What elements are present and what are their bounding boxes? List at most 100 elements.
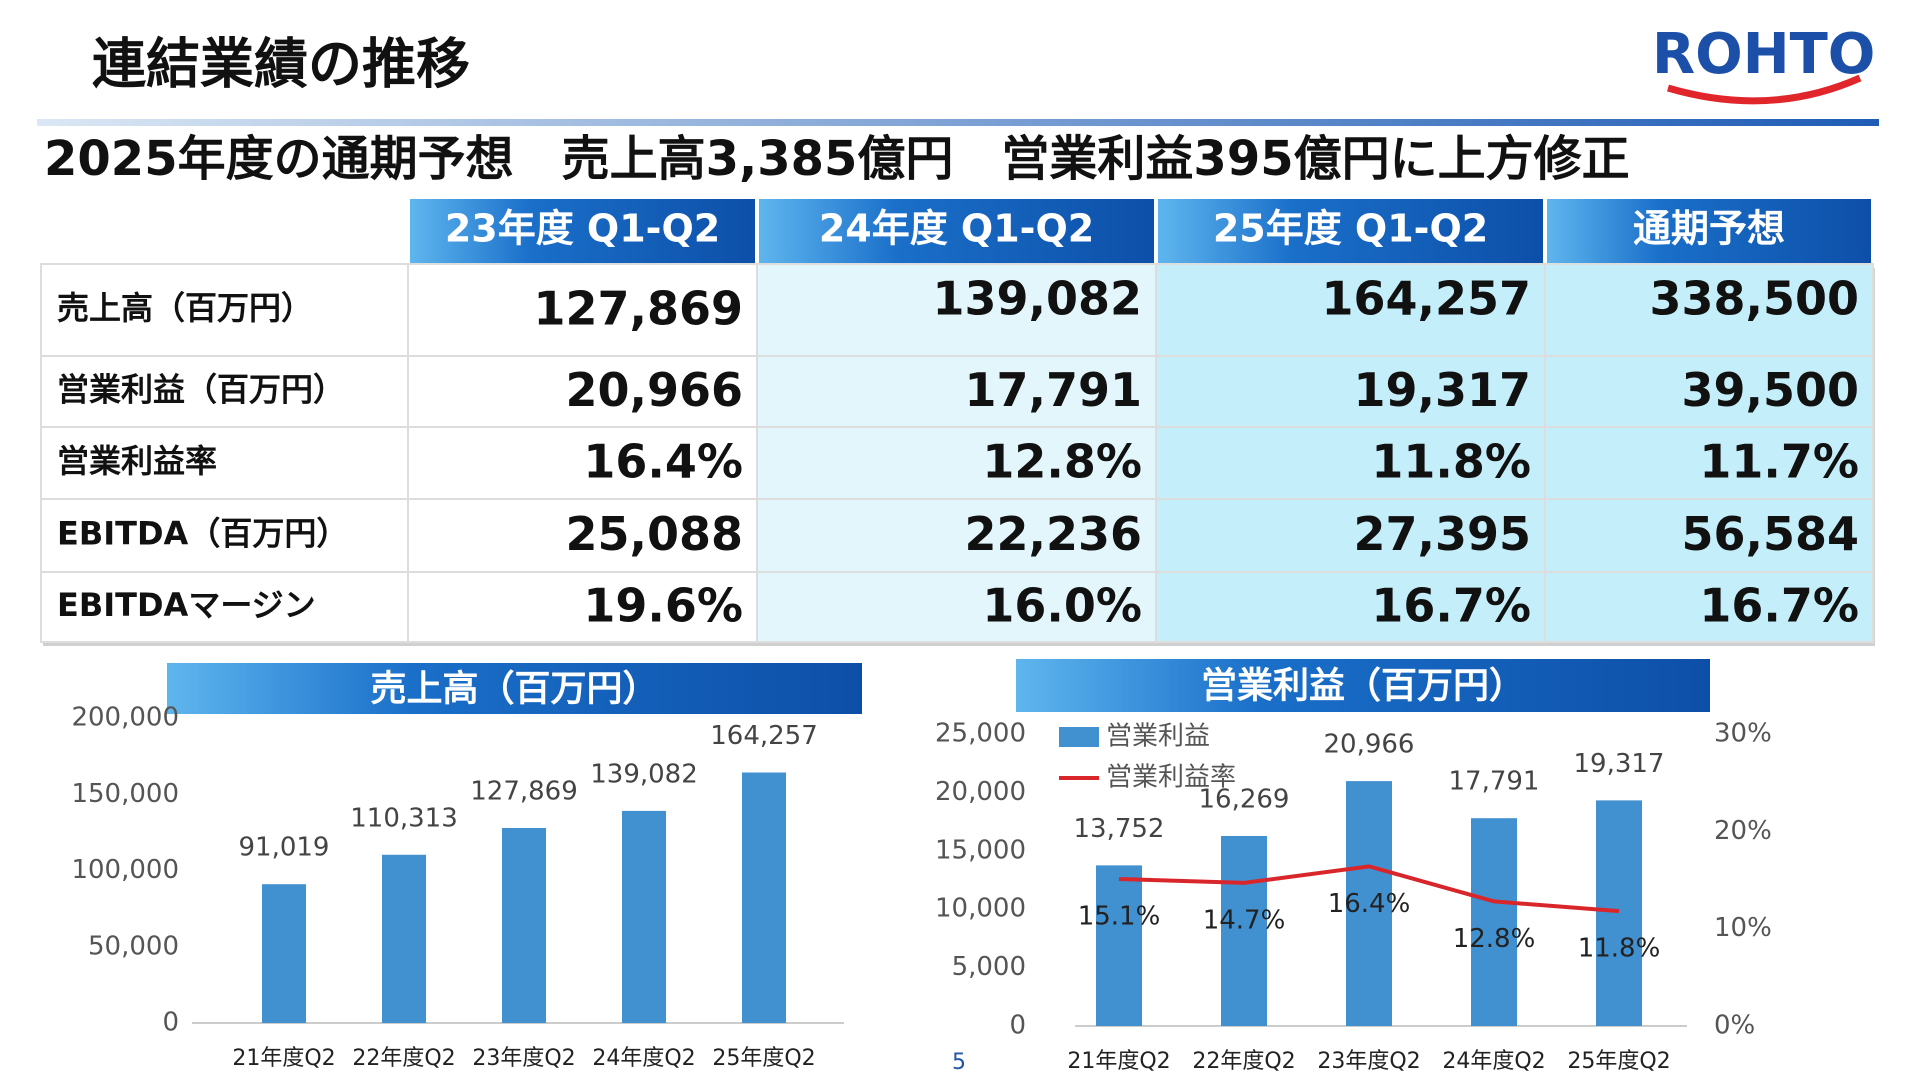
- row-label: 営業利益率: [57, 442, 217, 480]
- value-cell: [407, 426, 758, 500]
- value-cell: [1155, 426, 1546, 500]
- bar: [502, 827, 546, 1023]
- bar: [1346, 781, 1392, 1026]
- legend-label: 営業利益率: [1106, 763, 1236, 793]
- cell-value: 16.4%: [583, 435, 743, 489]
- cell-value: 12.8%: [982, 435, 1142, 489]
- header-label: 24年度 Q1-Q2: [819, 207, 1094, 251]
- logo: ROHTO: [1652, 22, 1875, 87]
- cell-value: 22,236: [964, 507, 1142, 561]
- y-tick-label: 100,000: [71, 855, 179, 885]
- cell-value: 338,500: [1649, 272, 1859, 326]
- value-cell: [1544, 263, 1874, 357]
- x-tick-label: 25年度Q2: [712, 1046, 815, 1071]
- cell-value: 20,966: [565, 363, 743, 417]
- cell-value: 127,869: [533, 282, 743, 336]
- bar: [622, 810, 666, 1023]
- y-tick-label: 15,000: [935, 835, 1026, 865]
- row-label: EBITDA（百万円）: [57, 515, 348, 553]
- header-label: 通期予想: [1633, 207, 1785, 251]
- x-tick-label: 22年度Q2: [352, 1046, 455, 1071]
- row-label: 営業利益（百万円）: [57, 371, 345, 409]
- bar: [1221, 835, 1267, 1026]
- data-label: 20,966: [1324, 730, 1415, 760]
- y-tick-label: 50,000: [88, 931, 179, 961]
- page-title: 連結業績の推移: [92, 33, 470, 96]
- cell-value: 17,791: [964, 363, 1142, 417]
- x-tick-label: 23年度Q2: [472, 1046, 575, 1071]
- value-cell: [756, 498, 1157, 573]
- data-label: 16,269: [1199, 784, 1290, 814]
- cell-value: 27,395: [1353, 507, 1531, 561]
- cell-value: 139,082: [932, 272, 1142, 326]
- y2-tick-label: 10%: [1714, 913, 1772, 943]
- value-cell: [407, 498, 758, 573]
- header-cell: [410, 199, 755, 264]
- header-cell: [759, 199, 1154, 264]
- data-label: 127,869: [470, 776, 578, 806]
- bar: [262, 884, 306, 1023]
- x-tick-label: 24年度Q2: [592, 1046, 695, 1071]
- data-label: 13,752: [1074, 814, 1165, 844]
- y-tick-label: 5,000: [952, 952, 1026, 982]
- cell-value: 19,317: [1353, 363, 1531, 417]
- y-tick-label: 20,000: [935, 777, 1026, 807]
- bar: [382, 854, 426, 1023]
- logo-swoosh: [1667, 74, 1862, 105]
- table: 23年度 Q1-Q2 24年度 Q1-Q2 25年度 Q1-Q2 通期予想売上高（百万…: [40, 199, 1875, 646]
- cell-value: 56,584: [1681, 507, 1859, 561]
- value-cell: [756, 426, 1157, 500]
- value-cell: [407, 355, 758, 428]
- y-tick-label: 10,000: [935, 894, 1026, 924]
- legend-swatch: [1059, 727, 1099, 747]
- data-label: 91,019: [239, 833, 330, 863]
- header-cell: [1158, 199, 1543, 264]
- value-cell: [1544, 355, 1874, 428]
- label-cell: [40, 355, 409, 428]
- subtitle: 2025年度の通期予想 売上高3,385億円 営業利益395億円に上方修正: [44, 131, 1630, 187]
- cell-value: 16.7%: [1699, 579, 1859, 633]
- data-label: 164,257: [710, 721, 818, 751]
- legend-label: 営業利益: [1106, 722, 1210, 752]
- value-cell: [756, 571, 1157, 643]
- y-tick-label: 200,000: [71, 703, 179, 733]
- row-label: EBITDAマージン: [57, 586, 316, 624]
- label-cell: [40, 498, 409, 573]
- page-number: 5: [952, 1050, 966, 1075]
- y-tick-label: 25,000: [935, 719, 1026, 749]
- x-tick-label: 21年度Q2: [232, 1046, 335, 1071]
- y-tick-label: 150,000: [71, 779, 179, 809]
- cell-value: 11.8%: [1371, 435, 1531, 489]
- y2-tick-label: 0%: [1714, 1011, 1755, 1041]
- data-label: 17,791: [1449, 767, 1540, 797]
- header-rule: [37, 119, 1879, 126]
- bar: [1596, 800, 1642, 1026]
- data-label: 16.4%: [1328, 889, 1411, 919]
- data-label: 19,317: [1574, 749, 1665, 779]
- y2-tick-label: 30%: [1714, 719, 1772, 749]
- line: [1118, 864, 1620, 914]
- value-cell: [1544, 571, 1874, 643]
- cell-value: 19.6%: [583, 579, 743, 633]
- cell-value: 11.7%: [1699, 435, 1859, 489]
- x-tick-label: 24年度Q2: [1442, 1049, 1545, 1074]
- chart-title: 営業利益（百万円）: [1201, 666, 1525, 707]
- x-tick-label: 21年度Q2: [1067, 1049, 1170, 1074]
- value-cell: [1155, 263, 1546, 357]
- chart-title-bar: [167, 663, 862, 714]
- value-cell: [1155, 355, 1546, 428]
- cell-value: 39,500: [1681, 363, 1859, 417]
- label-cell: [40, 426, 409, 500]
- x-tick-label: 22年度Q2: [1192, 1049, 1295, 1074]
- bar: [1096, 865, 1142, 1026]
- bar: [1471, 818, 1517, 1026]
- x-tick-label: 25年度Q2: [1567, 1049, 1670, 1074]
- row-label: 売上高（百万円）: [57, 289, 313, 327]
- header-cell: [1547, 199, 1871, 264]
- bar: [742, 772, 786, 1023]
- value-cell: [1544, 498, 1874, 573]
- data-label: 15.1%: [1078, 902, 1161, 932]
- value-cell: [407, 571, 758, 643]
- value-cell: [1544, 426, 1874, 500]
